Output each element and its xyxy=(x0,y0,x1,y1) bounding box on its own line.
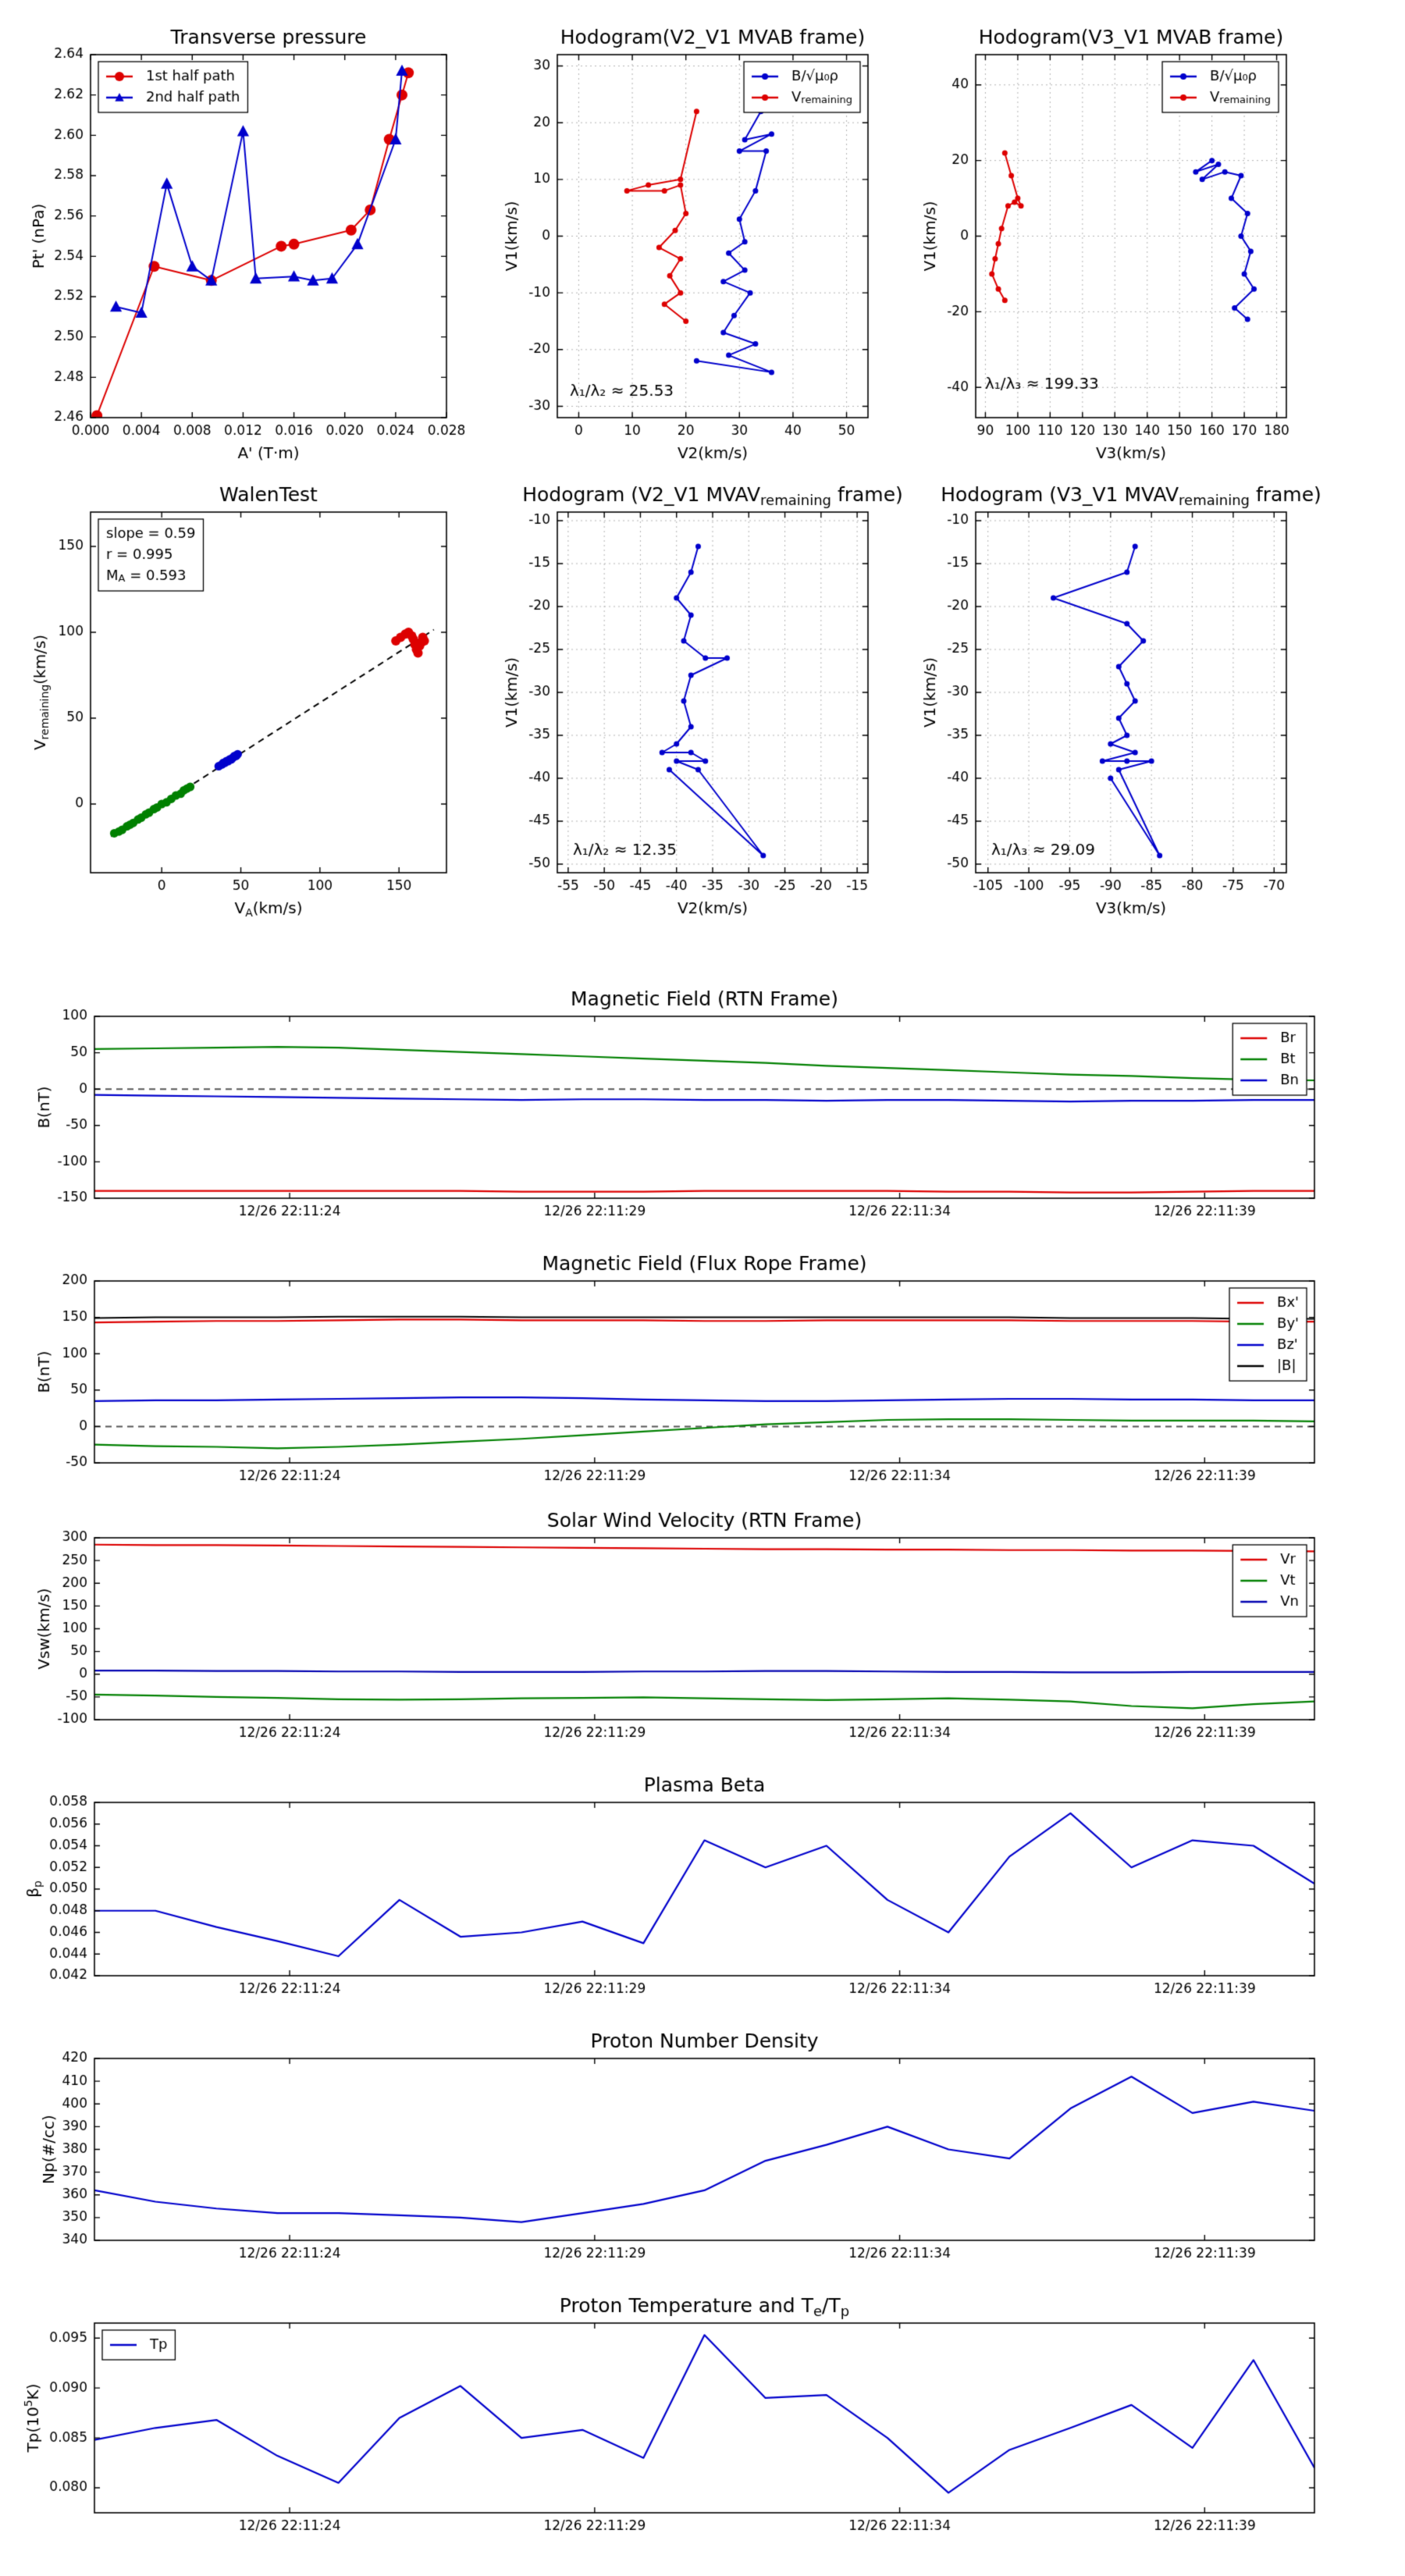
chart-transverse-pressure xyxy=(31,12,484,461)
chart-hodogram-v3v1-mvav xyxy=(921,468,1343,925)
chart-proton-number-density xyxy=(23,2018,1397,2279)
chart-solar-wind-velocity xyxy=(23,1507,1397,1760)
chart-magnetic-field-rtn xyxy=(23,968,1397,1237)
chart-hodogram-v2v1-mvab xyxy=(500,12,913,461)
chart-walen-test xyxy=(31,468,484,925)
chart-magnetic-field-flux-rope xyxy=(23,1237,1397,1507)
chart-proton-temperature xyxy=(23,2279,1397,2560)
chart-hodogram-v3v1-mvab xyxy=(921,12,1343,461)
chart-hodogram-v2v1-mvav xyxy=(500,468,913,925)
chart-plasma-beta xyxy=(23,1760,1397,2018)
